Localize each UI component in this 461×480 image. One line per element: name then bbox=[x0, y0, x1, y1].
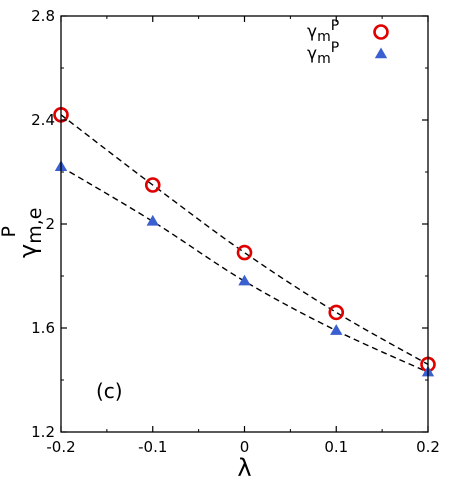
y-tick-label: 1.6 bbox=[31, 319, 55, 337]
legend-2-sup: P bbox=[331, 40, 339, 56]
fit-line-series-1 bbox=[60, 114, 429, 366]
svg-text:γm,eP: γm,e P bbox=[0, 208, 46, 258]
tick-labels: -0.2 -0.1 0 0.1 0.2 1.2 1.6 2 2.4 2.8 bbox=[31, 7, 440, 456]
legend-1-sub: m bbox=[317, 29, 331, 45]
legend-circle-marker bbox=[373, 24, 389, 40]
x-tick-label: 0.1 bbox=[324, 438, 348, 456]
legend: γmP γmP bbox=[307, 18, 389, 67]
triangle-point bbox=[238, 274, 251, 286]
x-tick-label: -0.1 bbox=[138, 438, 167, 456]
fit-line-series-2 bbox=[60, 166, 429, 373]
y-tick-label: 2.8 bbox=[31, 7, 55, 25]
y-axis-label-sup: P bbox=[0, 226, 20, 237]
svg-text:γmP: γmP bbox=[307, 18, 339, 45]
x-tick-label: 0.2 bbox=[416, 438, 440, 456]
data-markers bbox=[53, 107, 436, 377]
legend-triangle-marker bbox=[374, 47, 388, 59]
circle-point bbox=[328, 304, 345, 321]
x-tick-label: 0 bbox=[240, 438, 250, 456]
legend-entry-triangles: γmP bbox=[307, 40, 388, 67]
x-axis-label: λ bbox=[237, 454, 251, 480]
legend-2-sub: m bbox=[317, 51, 331, 67]
legend-2-base: γ bbox=[307, 44, 317, 64]
svg-text:γmP: γmP bbox=[307, 40, 339, 67]
legend-1-sup: P bbox=[331, 18, 339, 34]
y-axis-label: γm,e P bbox=[0, 208, 46, 258]
y-axis-label-sub: m,e bbox=[24, 208, 46, 244]
legend-1-base: γ bbox=[307, 22, 317, 42]
plot-frame bbox=[60, 15, 429, 433]
fit-lines bbox=[60, 114, 429, 373]
axis-ticks bbox=[60, 15, 429, 433]
y-tick-label: 1.2 bbox=[31, 423, 55, 441]
y-axis-label-base: γ bbox=[14, 244, 42, 258]
legend-entry-circles: γmP bbox=[307, 18, 389, 45]
circle-point bbox=[236, 244, 253, 261]
triangle-point bbox=[330, 324, 343, 335]
circle-point bbox=[144, 177, 161, 193]
x-tick-label: -0.2 bbox=[46, 438, 75, 456]
triangle-point bbox=[146, 214, 159, 226]
panel-label: (c) bbox=[96, 379, 123, 403]
y-tick-label: 2.4 bbox=[31, 111, 55, 129]
y-tick-label: 2 bbox=[45, 215, 55, 233]
